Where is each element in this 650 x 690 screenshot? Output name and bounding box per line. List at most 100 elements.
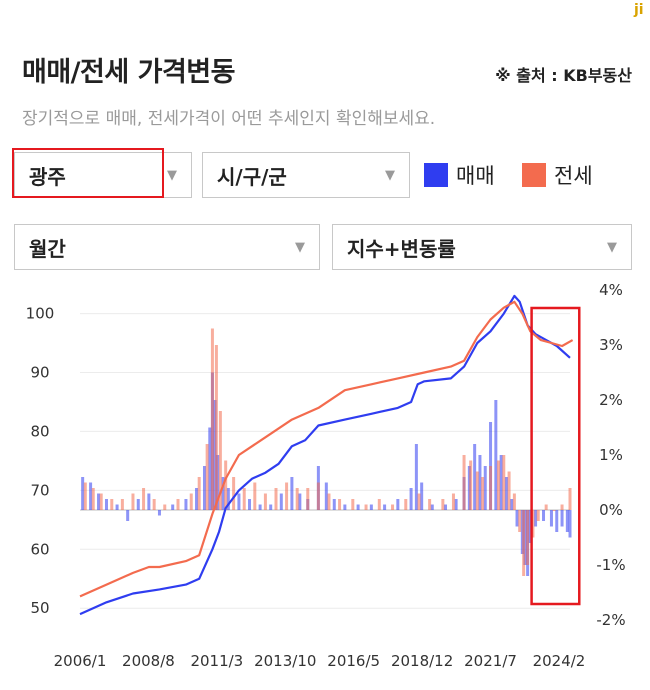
change-bar [136, 499, 140, 510]
change-bar [555, 510, 559, 532]
change-bar [152, 499, 156, 510]
period-select-label: 월간 [29, 236, 66, 261]
change-bar [298, 493, 302, 510]
change-bar [383, 504, 387, 510]
change-bar [565, 510, 569, 532]
change-bar [391, 504, 395, 510]
y-right-tick-label: 4% [599, 281, 623, 299]
legend-jeonse-label: 전세 [554, 164, 593, 188]
legend-sale-swatch [424, 163, 448, 187]
change-bar [364, 504, 368, 510]
change-bar [176, 499, 180, 510]
change-bar [338, 499, 342, 510]
change-bar [560, 504, 564, 510]
y-left-tick-label: 100 [26, 305, 55, 323]
page-subtitle: 장기적으로 매매, 전세가격이 어떤 추세인지 확인해보세요. [22, 109, 436, 129]
change-bar [536, 510, 540, 521]
change-bar [404, 499, 408, 510]
change-bar [351, 499, 355, 510]
change-bar [248, 499, 252, 510]
change-bar [507, 471, 511, 510]
change-bar [104, 499, 108, 510]
page-title: 매매/전세 가격변동 [22, 57, 235, 88]
change-bar [494, 400, 498, 510]
change-bar [451, 493, 455, 510]
change-bar [147, 493, 151, 510]
district-select[interactable]: 시/구/군 ▼ [202, 152, 410, 198]
change-bar [91, 488, 95, 510]
change-bar [496, 460, 500, 510]
y-right-tick-label: -1% [596, 556, 625, 574]
y-left-tick-label: 90 [30, 364, 49, 382]
change-bar [441, 499, 445, 510]
change-bar [208, 427, 212, 510]
change-bar [285, 482, 289, 510]
change-bar [526, 510, 530, 565]
change-bar [327, 493, 331, 510]
metric-select-label: 지수+변동률 [347, 236, 456, 261]
change-bar [214, 345, 218, 510]
chevron-down-icon: ▼ [607, 239, 617, 255]
change-bar [478, 455, 482, 510]
y-left-tick-label: 80 [30, 422, 49, 440]
change-bar [469, 460, 473, 510]
change-bar [542, 510, 546, 521]
legend-jeonse[interactable]: 전세 [522, 160, 593, 190]
change-bar [504, 477, 508, 510]
change-bar [430, 504, 434, 510]
change-bar [115, 504, 119, 510]
change-bar [131, 493, 135, 510]
change-bar [197, 477, 201, 510]
change-bar [473, 444, 477, 510]
change-bar [512, 493, 516, 510]
change-bar [324, 482, 328, 510]
sale-index-line [79, 294, 571, 616]
change-bar [396, 499, 400, 510]
y-left-tick-label: 50 [30, 599, 49, 617]
jeonse-index-line [79, 300, 574, 598]
change-bar [549, 510, 553, 527]
change-bar [97, 493, 101, 510]
chevron-down-icon: ▼ [385, 167, 395, 183]
change-bar [224, 460, 228, 510]
change-bar [253, 482, 257, 510]
change-bar [184, 499, 188, 510]
x-tick-label: 2021/7 [464, 652, 517, 670]
change-bar [568, 510, 572, 538]
chevron-down-icon: ▼ [167, 167, 177, 183]
change-bar [263, 493, 267, 510]
change-bar [171, 504, 175, 510]
corner-mark: ji [634, 2, 644, 18]
change-bar [499, 455, 503, 510]
change-bar [409, 488, 413, 510]
change-bar [417, 493, 421, 510]
change-bar [475, 471, 479, 510]
metric-select[interactable]: 지수+변동률 ▼ [332, 224, 632, 270]
y-right-tick-label: 0% [599, 501, 623, 519]
change-bar [163, 504, 167, 510]
change-bar [502, 455, 506, 510]
recent-period-highlight-box [530, 306, 581, 606]
y-right-tick-label: -2% [596, 611, 625, 629]
y-right-tick-label: 3% [599, 336, 623, 354]
change-bar [560, 510, 564, 527]
x-tick-label: 2008/8 [122, 652, 175, 670]
change-bar [316, 482, 320, 510]
change-bar [120, 499, 124, 510]
change-bar [444, 504, 448, 510]
x-tick-label: 2013/10 [254, 652, 316, 670]
change-bar [258, 504, 262, 510]
chevron-down-icon: ▼ [295, 239, 305, 255]
change-bar [528, 510, 532, 543]
change-bar [356, 504, 360, 510]
change-bar [189, 493, 193, 510]
region-select[interactable]: 광주 ▼ [14, 152, 192, 198]
change-bar [295, 488, 299, 510]
change-bar [202, 466, 206, 510]
legend-sale-label: 매매 [456, 164, 495, 188]
period-select[interactable]: 월간 ▼ [14, 224, 320, 270]
legend-sale[interactable]: 매매 [424, 160, 495, 190]
x-tick-label: 2018/12 [391, 652, 453, 670]
change-bar [89, 482, 93, 510]
region-select-label: 광주 [29, 164, 66, 189]
